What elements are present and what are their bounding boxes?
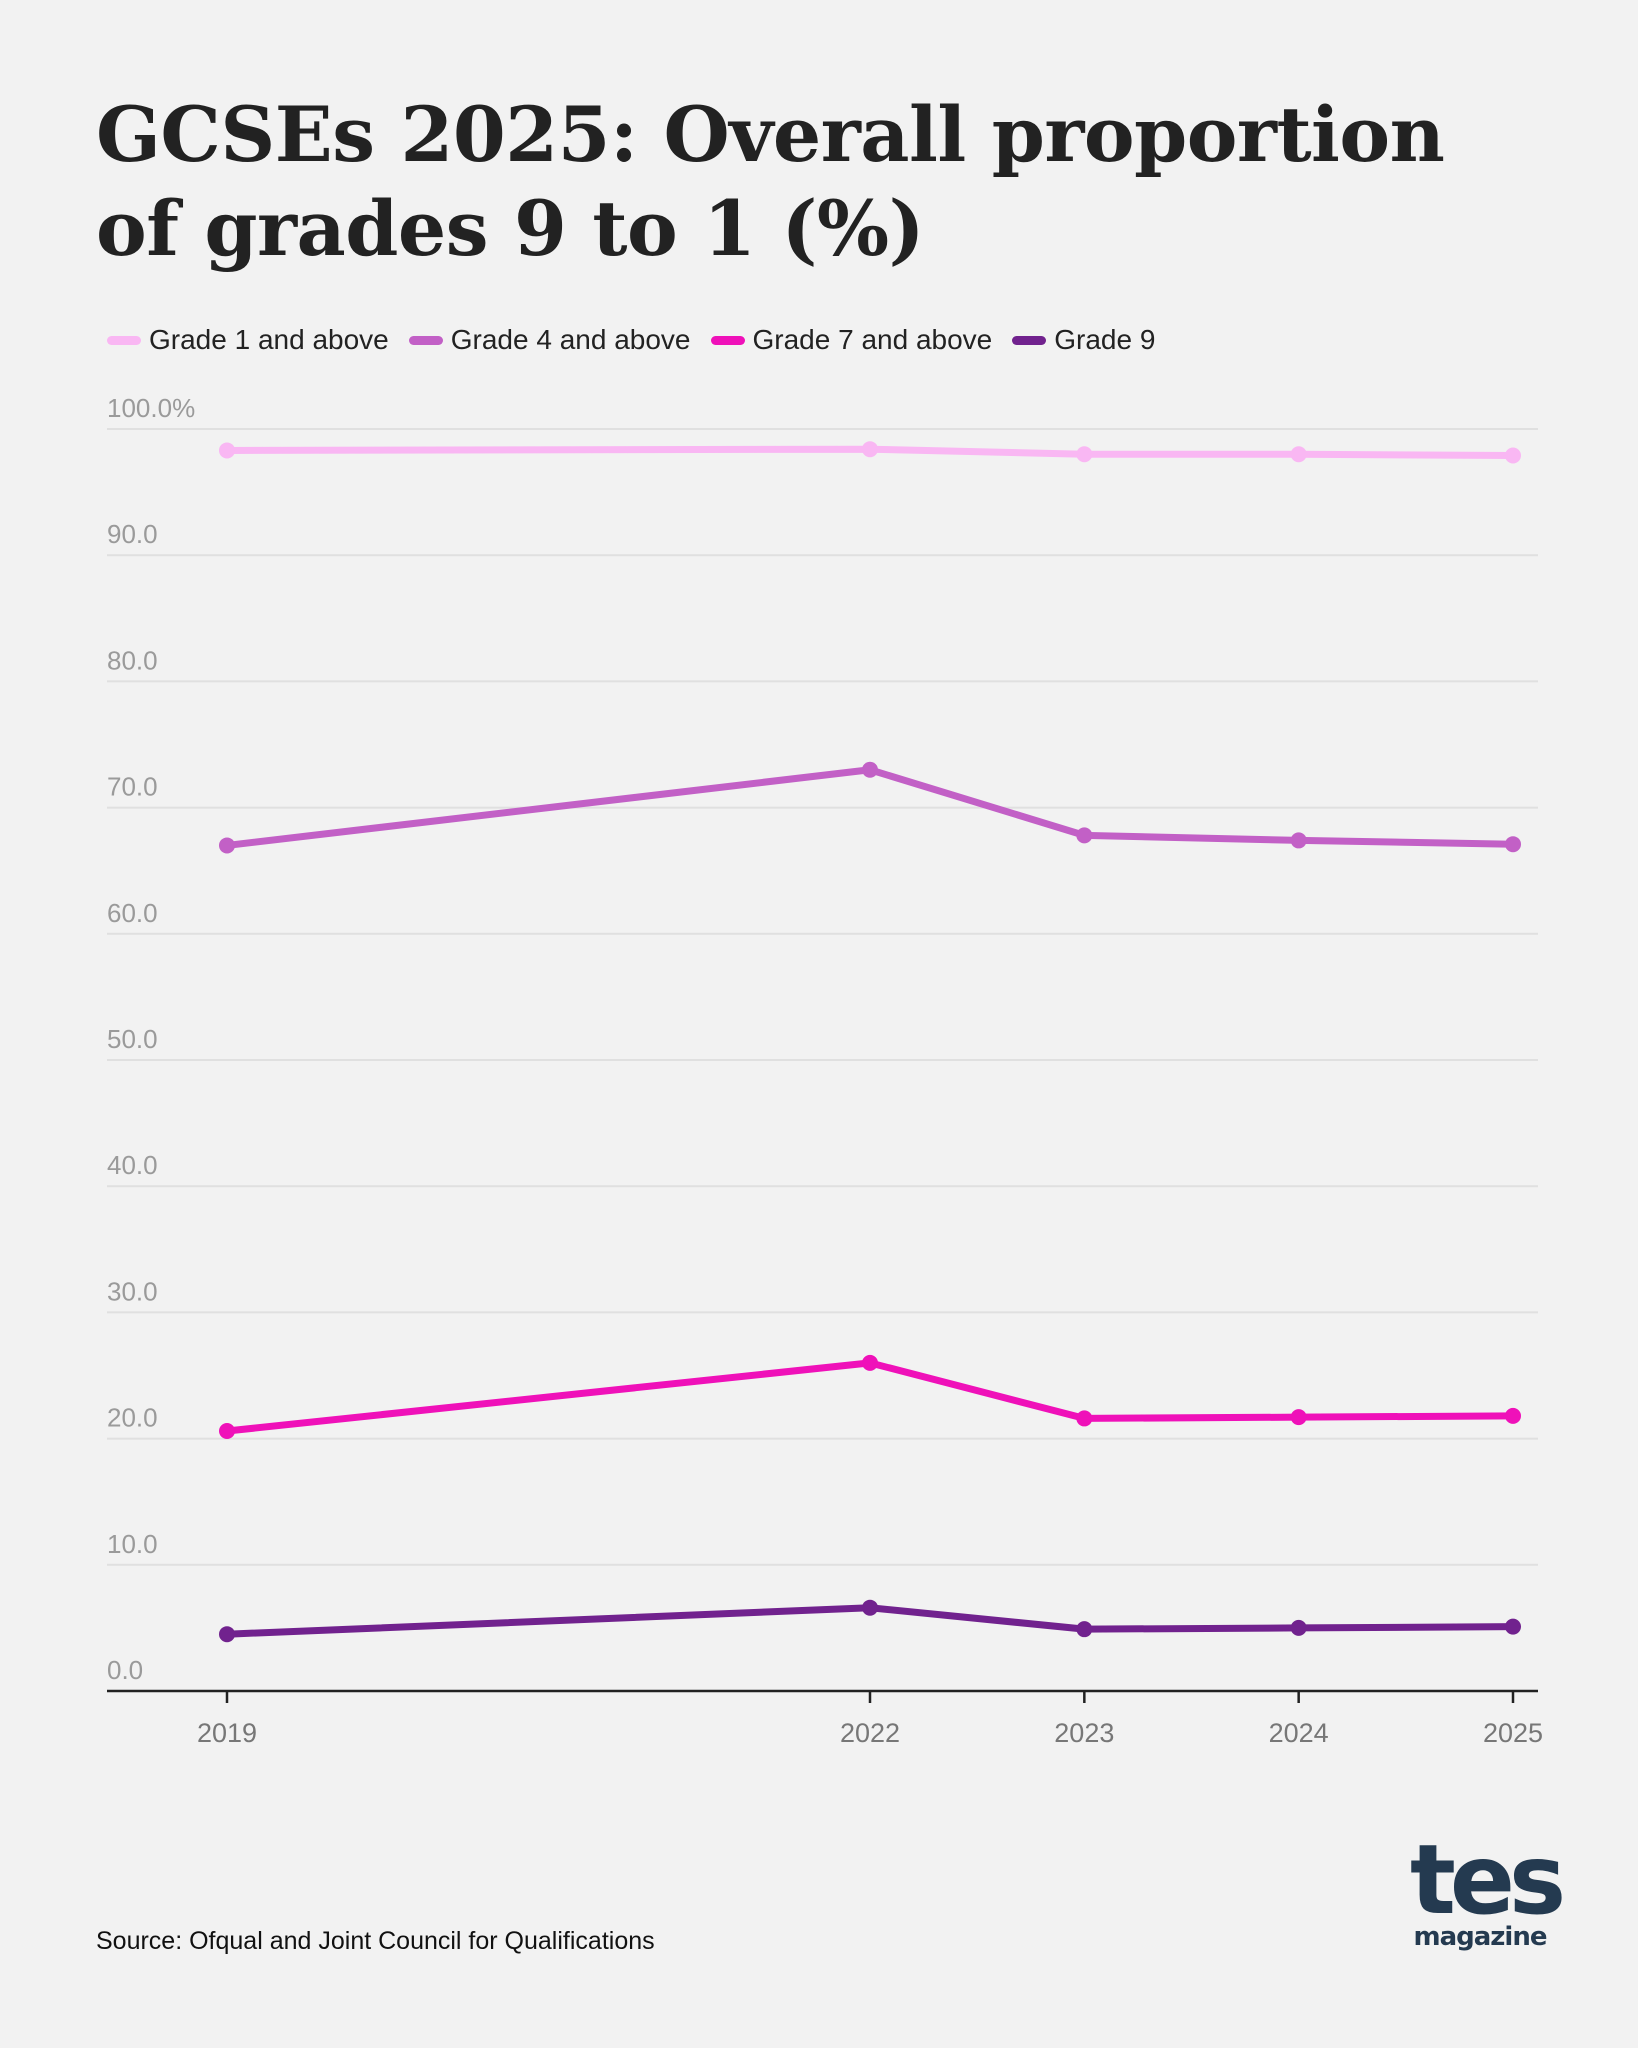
y-tick-label: 100.0% [107, 393, 195, 423]
data-point [862, 1599, 878, 1616]
y-tick-label: 10.0 [107, 1529, 158, 1559]
legend-swatch-grade-9 [1012, 335, 1047, 345]
data-point [219, 1423, 235, 1440]
data-point [1076, 1410, 1093, 1427]
legend-label-grade-9: Grade 9 [1054, 324, 1156, 355]
x-tick-label: 2023 [1054, 1718, 1114, 1748]
chart-title-line-2: of grades 9 to 1 (%) [96, 184, 925, 273]
y-tick-label: 90.0 [107, 519, 158, 549]
data-point [1505, 447, 1521, 464]
x-tick-label: 2024 [1269, 1718, 1329, 1748]
x-tick-label: 2025 [1483, 1718, 1543, 1748]
legend-label-grade-4: Grade 4 and above [450, 324, 691, 355]
legend-swatch-grade-1 [107, 335, 141, 345]
y-tick-label: 50.0 [107, 1024, 158, 1054]
series-lines [219, 441, 1521, 1643]
data-point [219, 1626, 235, 1643]
data-point [219, 837, 235, 854]
x-tick-label: 2022 [840, 1718, 900, 1748]
data-point [1076, 827, 1093, 844]
source-note: Source: Ofqual and Joint Council for Qua… [96, 1927, 655, 1955]
series-grade-9 [219, 1599, 1521, 1643]
data-point [862, 761, 878, 778]
y-tick-label: 0.0 [107, 1655, 143, 1685]
logo-subtitle: magazine [1413, 1922, 1548, 1952]
legend-swatch-grade-7 [710, 335, 745, 345]
chart-title-line-1: GCSEs 2025: Overall proportion [96, 90, 1445, 179]
legend-item-grade-4: Grade 4 and above [408, 324, 691, 356]
y-tick-label: 80.0 [107, 645, 158, 675]
y-tick-label: 30.0 [107, 1276, 158, 1306]
data-point [219, 442, 235, 459]
legend-swatch-grade-4 [408, 335, 443, 345]
legend: Grade 1 and above Grade 4 and above Grad… [107, 324, 1175, 356]
data-point [1290, 446, 1307, 463]
data-point [1290, 832, 1307, 849]
data-point [1505, 1618, 1521, 1635]
data-point [1505, 836, 1521, 853]
data-point [1076, 446, 1093, 463]
y-axis-tick-labels: 0.0 10.0 20.0 30.0 40.0 50.0 60.0 70.0 80.0 90.0 1… [107, 393, 195, 1685]
series-line [223, 1359, 1517, 1435]
series-grade-7-and-above [219, 1354, 1521, 1440]
y-tick-label: 60.0 [107, 898, 158, 928]
tes-magazine-logo: tes magazine [1410, 1824, 1566, 1952]
legend-label-grade-7: Grade 7 and above [752, 324, 993, 355]
data-point [1505, 1407, 1521, 1424]
legend-item-grade-7: Grade 7 and above [710, 324, 993, 356]
data-point [1290, 1619, 1307, 1636]
chart-title: GCSEs 2025: Overall proportion of grades… [96, 88, 1516, 276]
data-point [862, 441, 878, 458]
legend-label-grade-1: Grade 1 and above [149, 324, 389, 355]
data-point [1290, 1409, 1307, 1426]
y-tick-label: 40.0 [107, 1150, 158, 1180]
y-tick-label: 70.0 [107, 772, 158, 802]
gridlines [107, 428, 1538, 1566]
logo-wordmark: tes [1410, 1824, 1566, 1936]
x-tick-label: 2019 [197, 1718, 257, 1748]
data-point [862, 1354, 878, 1371]
legend-item-grade-1: Grade 1 and above [107, 324, 389, 356]
legend-item-grade-9: Grade 9 [1012, 324, 1155, 356]
y-tick-label: 20.0 [107, 1403, 158, 1433]
data-point [1076, 1621, 1093, 1638]
series-grade-1-and-above [219, 441, 1521, 464]
series-grade-4-and-above [219, 761, 1521, 854]
x-axis: 2019 2022 2023 2024 2025 [107, 1689, 1543, 1748]
